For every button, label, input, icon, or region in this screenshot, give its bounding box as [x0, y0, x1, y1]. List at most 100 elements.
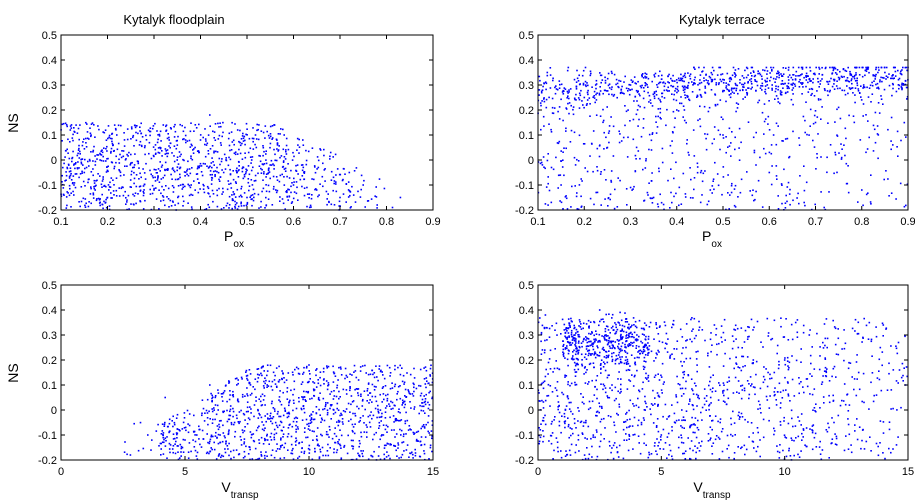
data-point: [602, 361, 605, 363]
data-point: [248, 185, 251, 187]
data-point: [725, 82, 727, 84]
data-point: [102, 131, 104, 133]
data-point: [684, 88, 686, 91]
data-point: [413, 383, 415, 386]
data-point: [431, 397, 433, 400]
data-point: [660, 78, 663, 80]
data-point: [900, 70, 902, 73]
data-point: [169, 127, 172, 129]
data-point: [676, 81, 678, 84]
data-point: [316, 439, 319, 442]
data-point: [219, 441, 221, 444]
data-point: [598, 145, 601, 147]
data-point: [547, 394, 550, 397]
data-point: [379, 370, 382, 373]
data-point: [745, 89, 747, 91]
data-point: [661, 74, 663, 77]
data-point: [74, 163, 77, 165]
data-point: [218, 178, 220, 181]
data-point: [209, 440, 211, 443]
data-point: [252, 166, 254, 169]
data-point: [319, 183, 321, 185]
data-point: [157, 175, 159, 177]
data-point: [200, 171, 203, 173]
data-point: [605, 335, 608, 337]
data-point: [102, 155, 104, 158]
data-point: [699, 118, 701, 120]
data-point: [615, 397, 617, 400]
data-point: [266, 384, 268, 386]
data-point: [820, 156, 822, 158]
data-point: [581, 74, 584, 77]
data-point: [648, 148, 650, 151]
data-point: [820, 191, 822, 193]
data-point: [874, 141, 877, 144]
data-point: [557, 110, 559, 113]
data-point: [565, 195, 567, 197]
data-point: [689, 167, 691, 169]
data-point: [825, 66, 827, 69]
data-point: [650, 139, 653, 142]
data-point: [366, 388, 369, 390]
data-point: [595, 83, 598, 85]
data-point: [349, 207, 352, 209]
data-point: [715, 327, 718, 330]
data-point: [301, 175, 304, 177]
data-point: [689, 400, 691, 402]
data-point: [645, 444, 647, 446]
data-point: [95, 180, 97, 182]
data-point: [272, 175, 275, 178]
data-point: [311, 194, 313, 196]
data-point: [383, 187, 386, 190]
data-point: [301, 441, 303, 443]
data-point: [721, 73, 724, 75]
data-point: [585, 345, 588, 348]
data-point: [856, 82, 858, 84]
data-point: [867, 192, 869, 194]
data-point: [126, 201, 128, 203]
data-point: [420, 409, 423, 412]
data-point: [383, 457, 386, 460]
data-point: [544, 203, 547, 205]
data-point: [258, 124, 260, 126]
data-point: [116, 134, 118, 136]
data-point: [244, 156, 247, 159]
data-point: [187, 423, 189, 425]
data-point: [675, 348, 678, 350]
data-point: [787, 395, 790, 397]
data-point: [810, 94, 812, 96]
data-point: [745, 66, 748, 69]
data-point: [235, 169, 237, 172]
data-point: [655, 132, 658, 134]
data-point: [219, 122, 221, 124]
data-point: [764, 79, 766, 82]
data-point: [578, 410, 580, 412]
data-point: [397, 366, 399, 369]
data-point: [118, 162, 121, 164]
data-point: [155, 198, 158, 200]
data-point: [313, 430, 315, 433]
data-point: [611, 384, 613, 386]
data-point: [776, 178, 778, 180]
data-point: [786, 360, 789, 362]
data-point: [826, 80, 828, 83]
data-point: [566, 330, 568, 332]
data-point: [252, 148, 255, 150]
data-point: [561, 391, 563, 394]
data-point: [162, 176, 164, 179]
data-point: [797, 416, 799, 418]
data-point: [315, 374, 317, 377]
data-point: [718, 382, 720, 384]
data-point: [64, 180, 66, 182]
data-point: [631, 189, 633, 191]
data-point: [245, 204, 248, 207]
data-point: [858, 92, 861, 94]
data-point: [356, 388, 359, 390]
data-point: [396, 393, 398, 395]
data-point: [567, 66, 570, 69]
data-point: [165, 168, 168, 171]
data-point: [281, 444, 284, 446]
data-point: [265, 159, 267, 161]
data-point: [781, 184, 783, 186]
data-point: [128, 151, 130, 154]
